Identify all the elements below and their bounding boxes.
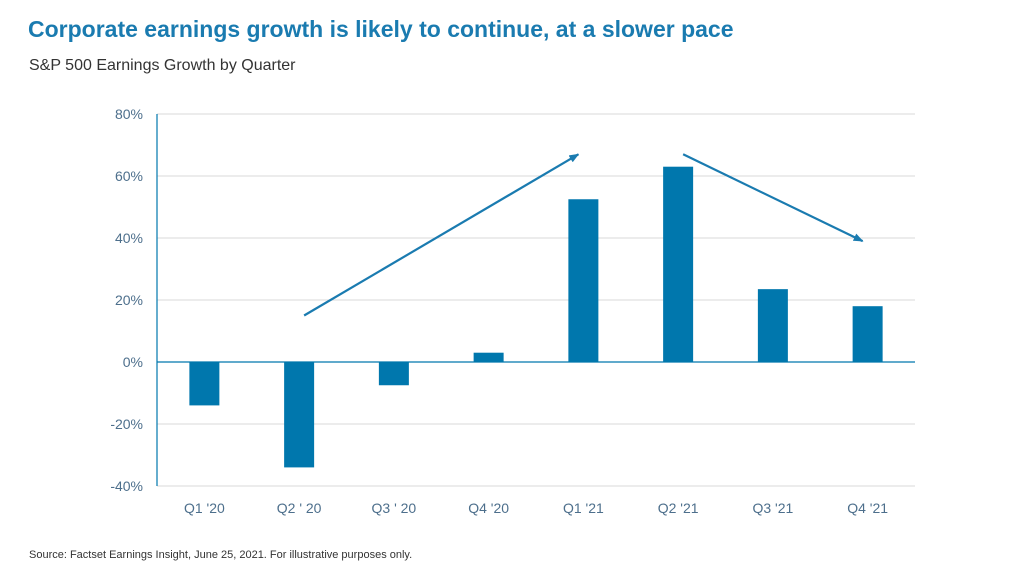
grid-lines: [157, 113, 915, 487]
y-tick-label: 20%: [115, 292, 143, 308]
axes: [156, 114, 915, 486]
x-tick-label: Q1 '20: [184, 500, 225, 516]
source-note: Source: Factset Earnings Insight, June 2…: [29, 549, 413, 561]
trend-arrow: [303, 153, 580, 317]
y-tick-label: -20%: [110, 416, 143, 432]
x-tick-label: Q3 ' 20: [372, 500, 417, 516]
y-tick-label: 60%: [115, 168, 143, 184]
bar: [852, 306, 883, 362]
y-tick-label: 0%: [123, 354, 143, 370]
bars: [189, 166, 883, 468]
trend-arrows: [303, 153, 864, 317]
chart-title: Corporate earnings growth is likely to c…: [28, 16, 734, 42]
x-tick-label: Q2 ' 20: [277, 500, 322, 516]
x-tick-label: Q1 '21: [563, 500, 604, 516]
x-tick-label: Q3 '21: [752, 500, 793, 516]
bar: [568, 199, 599, 362]
x-axis-ticks: Q1 '20 Q2 ' 20 Q3 ' 20 Q4 '20 Q1 '21 Q2 '21 Q3…: [184, 500, 888, 516]
bar: [473, 352, 504, 362]
bar: [189, 362, 220, 406]
x-tick-label: Q2 '21: [658, 500, 699, 516]
y-tick-label: 80%: [115, 106, 143, 122]
y-tick-label: -40%: [110, 478, 143, 494]
bar: [378, 362, 409, 386]
chart-subtitle: S&P 500 Earnings Growth by Quarter: [29, 57, 296, 74]
x-tick-label: Q4 '21: [847, 500, 888, 516]
x-tick-label: Q4 '20: [468, 500, 509, 516]
y-axis-ticks: -40% -20% 0% 20% 40% 60% 80%: [110, 106, 143, 494]
y-tick-label: 40%: [115, 230, 143, 246]
trend-arrow: [682, 153, 864, 243]
bar: [284, 362, 315, 468]
bar: [663, 166, 694, 362]
bar: [757, 289, 788, 362]
